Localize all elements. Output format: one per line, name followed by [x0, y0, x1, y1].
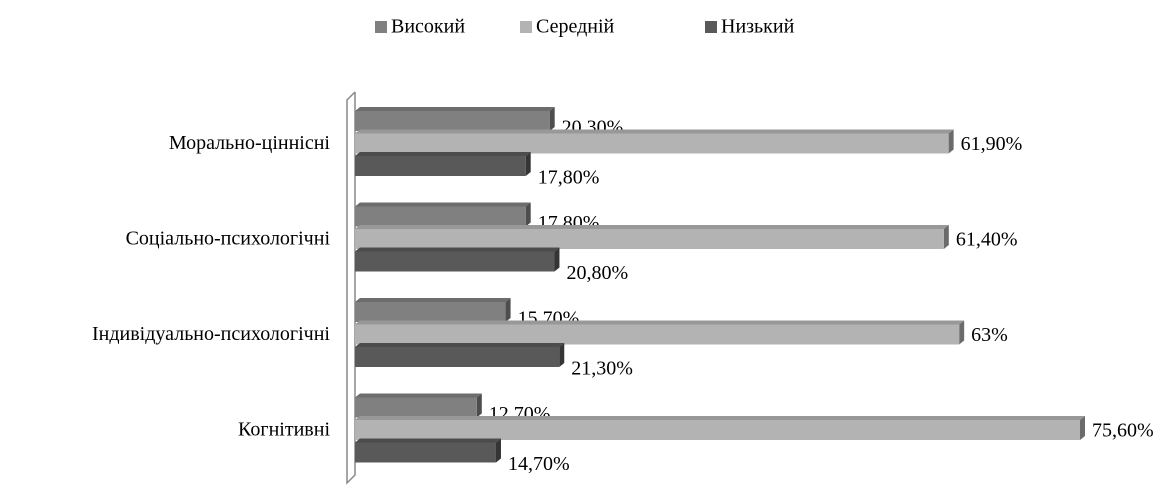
bar-top [355, 247, 560, 252]
bar [355, 111, 550, 131]
legend-swatch [375, 21, 387, 33]
category-label: Морально-ціннісні [169, 132, 331, 154]
bar-side [549, 107, 555, 131]
value-label: 17,80% [538, 167, 600, 189]
bar-top [355, 202, 531, 207]
bar [355, 156, 526, 176]
bar-side [554, 247, 560, 272]
bar-top [355, 152, 531, 156]
value-label: 61,40% [956, 229, 1018, 251]
bar-top [355, 438, 501, 443]
bar-top [355, 225, 949, 229]
category-label: Когнітивні [238, 419, 330, 441]
legend-label: Високий [391, 16, 465, 38]
category-label: Індивідуально-психологічні [92, 323, 330, 345]
bar [355, 442, 496, 463]
bar [355, 420, 1081, 440]
bar-side [505, 298, 511, 322]
bar-side [525, 152, 531, 176]
bar-top [355, 320, 965, 325]
bar-side [948, 129, 954, 154]
bar-top [355, 416, 1086, 420]
legend-label: Низький [721, 16, 795, 38]
value-label: 14,70% [508, 453, 570, 475]
bar [355, 229, 944, 249]
bar [355, 133, 949, 154]
bar-side [559, 343, 565, 367]
axis-wall [346, 91, 356, 485]
bar-side [943, 225, 949, 249]
bar-top [355, 107, 555, 111]
bar-side [476, 393, 482, 418]
bar-side [959, 320, 965, 345]
value-label: 21,30% [571, 358, 633, 380]
legend-swatch [705, 21, 717, 33]
bar-top [355, 298, 511, 302]
category-label: Соціально-психологічні [126, 228, 331, 250]
legend-swatch [520, 21, 532, 33]
bar-side [525, 202, 531, 227]
bar [355, 324, 960, 345]
bar-side [1080, 416, 1086, 440]
bar-top [355, 129, 954, 134]
bar [355, 206, 526, 227]
bar-side [495, 438, 501, 463]
value-label: 61,90% [961, 133, 1023, 155]
bar [355, 397, 477, 418]
bar [355, 251, 555, 272]
value-label: 63% [971, 324, 1008, 346]
value-label: 75,60% [1092, 420, 1154, 442]
bar [355, 347, 560, 367]
legend-label: Середній [536, 16, 615, 38]
bar-top [355, 343, 565, 347]
bar [355, 302, 506, 322]
bar-top [355, 393, 482, 398]
value-label: 20,80% [566, 262, 628, 284]
